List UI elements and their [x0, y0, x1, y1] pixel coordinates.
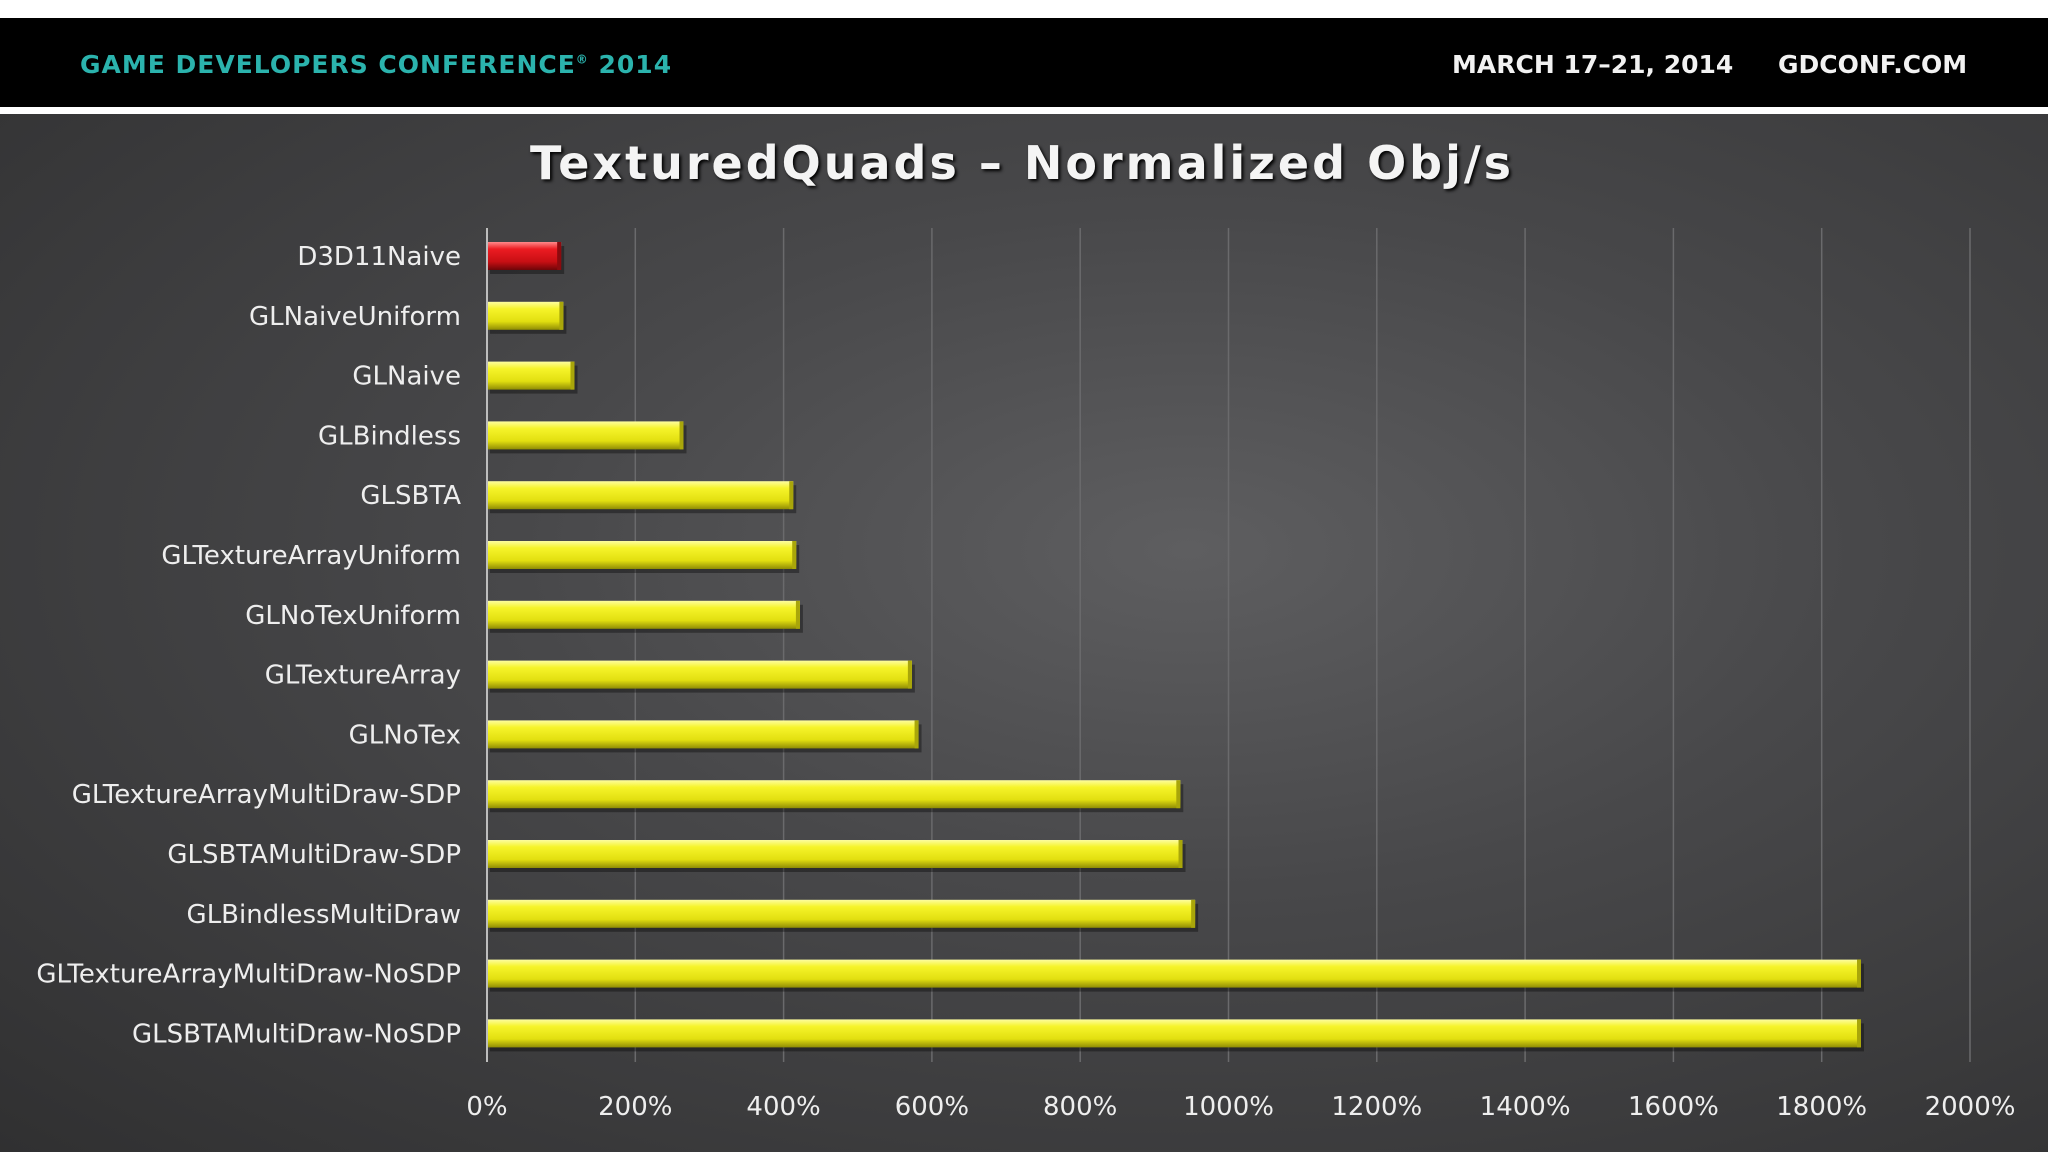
bar-glsbtamultidraw-sdp [487, 840, 1183, 868]
bar-glnotex [487, 720, 919, 749]
bar-end-cap [907, 660, 912, 689]
bar-end-cap [1178, 840, 1183, 868]
x-tick-label: 400% [746, 1092, 820, 1122]
category-label: GLSBTAMultiDraw-NoSDP [132, 1019, 461, 1049]
category-label: GLNoTexUniform [245, 601, 461, 631]
bar-glbindlessmultidraw [487, 899, 1196, 928]
category-label: GLSBTA [360, 481, 461, 511]
x-axis-tick-labels: 0% 200% 400% 600% 800% 1000% 1200% 1400% 1600% 18… [466, 1092, 2015, 1122]
x-tick-label: 1000% [1183, 1092, 1274, 1122]
banner-divider [0, 107, 2048, 111]
bar-end-cap [792, 541, 797, 569]
category-label: GLTextureArrayUniform [161, 541, 461, 571]
x-tick-label: 1800% [1776, 1092, 1867, 1122]
bar-gltexturearray [487, 660, 912, 689]
bar-gltexturearraymultidraw-sdp [487, 780, 1181, 809]
x-tick-label: 2000% [1925, 1092, 2016, 1122]
gridlines [634, 228, 1971, 1062]
bar-gltexturearrayuniform [487, 541, 797, 569]
bar-end-cap [559, 301, 564, 330]
bar-end-cap [795, 600, 800, 629]
conference-url: GDCONF.COM [1778, 50, 1968, 79]
bar-glnaive [487, 361, 575, 390]
bar-end-cap [789, 481, 794, 510]
bar-glbindless [487, 421, 684, 450]
bar-glsbta [487, 481, 794, 510]
category-labels: D3D11Naive GLNaiveUniform GLNaive GLBindles… [36, 242, 461, 1049]
bar-end-cap [557, 242, 562, 270]
registered-mark: ® [575, 52, 589, 67]
category-label: D3D11Naive [297, 242, 461, 272]
category-label: GLNaiveUniform [249, 302, 461, 332]
conference-name: GAME DEVELOPERS CONFERENCE® 2014 [80, 50, 672, 79]
bar-end-cap [1176, 780, 1181, 809]
bar-end-cap [1856, 1019, 1861, 1048]
category-label: GLSBTAMultiDraw-SDP [167, 840, 461, 870]
category-label: GLNoTex [349, 720, 461, 750]
bar-end-cap [1191, 899, 1196, 928]
x-tick-label: 200% [598, 1092, 672, 1122]
chart-title: TexturedQuads – Normalized Obj/s [529, 136, 1515, 190]
x-tick-label: 1600% [1628, 1092, 1719, 1122]
bars [487, 242, 1864, 1052]
conference-banner [0, 18, 2048, 107]
x-tick-label: 1400% [1480, 1092, 1571, 1122]
bar-glnotexuniform [487, 600, 800, 629]
x-tick-label: 600% [895, 1092, 969, 1122]
category-label: GLBindlessMultiDraw [187, 900, 461, 930]
category-label: GLTextureArrayMultiDraw-NoSDP [36, 960, 461, 990]
bar-end-cap [1856, 959, 1861, 988]
bar-end-cap [914, 720, 919, 749]
bar-gltexturearraymultidraw-nosdp [487, 959, 1861, 988]
category-label: GLBindless [318, 421, 461, 451]
category-label: GLTextureArray [265, 661, 461, 691]
x-tick-label: 800% [1043, 1092, 1117, 1122]
x-tick-label: 1200% [1331, 1092, 1422, 1122]
bar-end-cap [570, 361, 575, 390]
bar-glnaiveuniform [487, 301, 564, 330]
bar-d3d11naive [487, 242, 562, 270]
bar-glsbtamultidraw-nosdp [487, 1019, 1861, 1048]
bar-end-cap [679, 421, 684, 450]
conference-year: 2014 [598, 50, 673, 79]
conference-dates: MARCH 17–21, 2014 [1452, 50, 1734, 79]
conference-name-text: GAME DEVELOPERS CONFERENCE [80, 50, 576, 79]
x-tick-label: 0% [466, 1092, 507, 1122]
category-label: GLNaive [352, 362, 461, 392]
category-label: GLTextureArrayMultiDraw-SDP [72, 780, 461, 810]
